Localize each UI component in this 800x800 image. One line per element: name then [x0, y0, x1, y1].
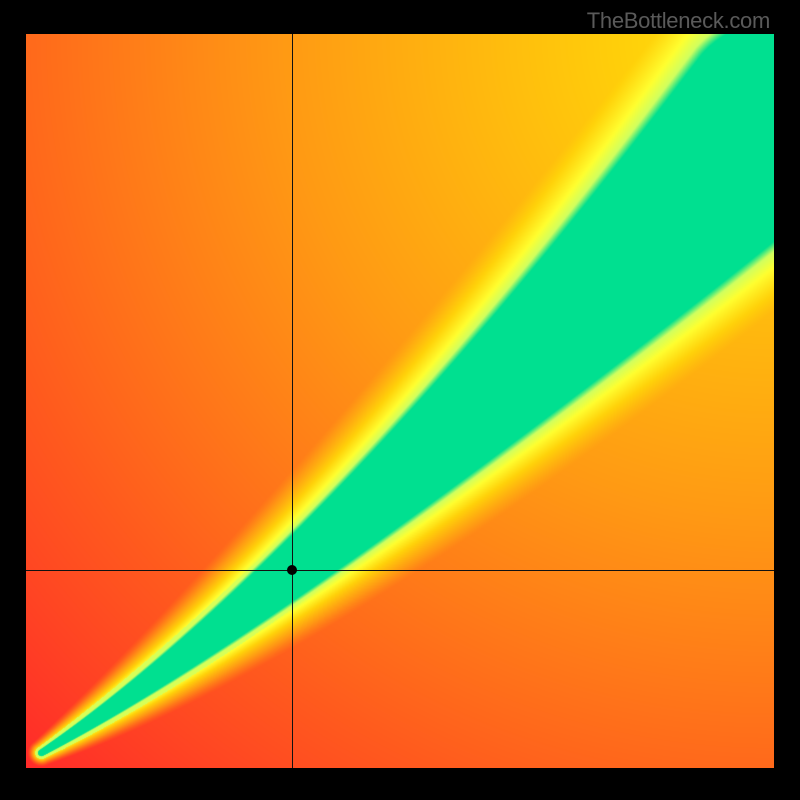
crosshair-vertical [292, 34, 293, 768]
figure-container: TheBottleneck.com [0, 0, 800, 800]
heatmap-canvas [26, 34, 774, 768]
heatmap-plot [26, 34, 774, 768]
watermark-text: TheBottleneck.com [587, 8, 770, 34]
marker-dot [287, 565, 297, 575]
crosshair-horizontal [26, 570, 774, 571]
